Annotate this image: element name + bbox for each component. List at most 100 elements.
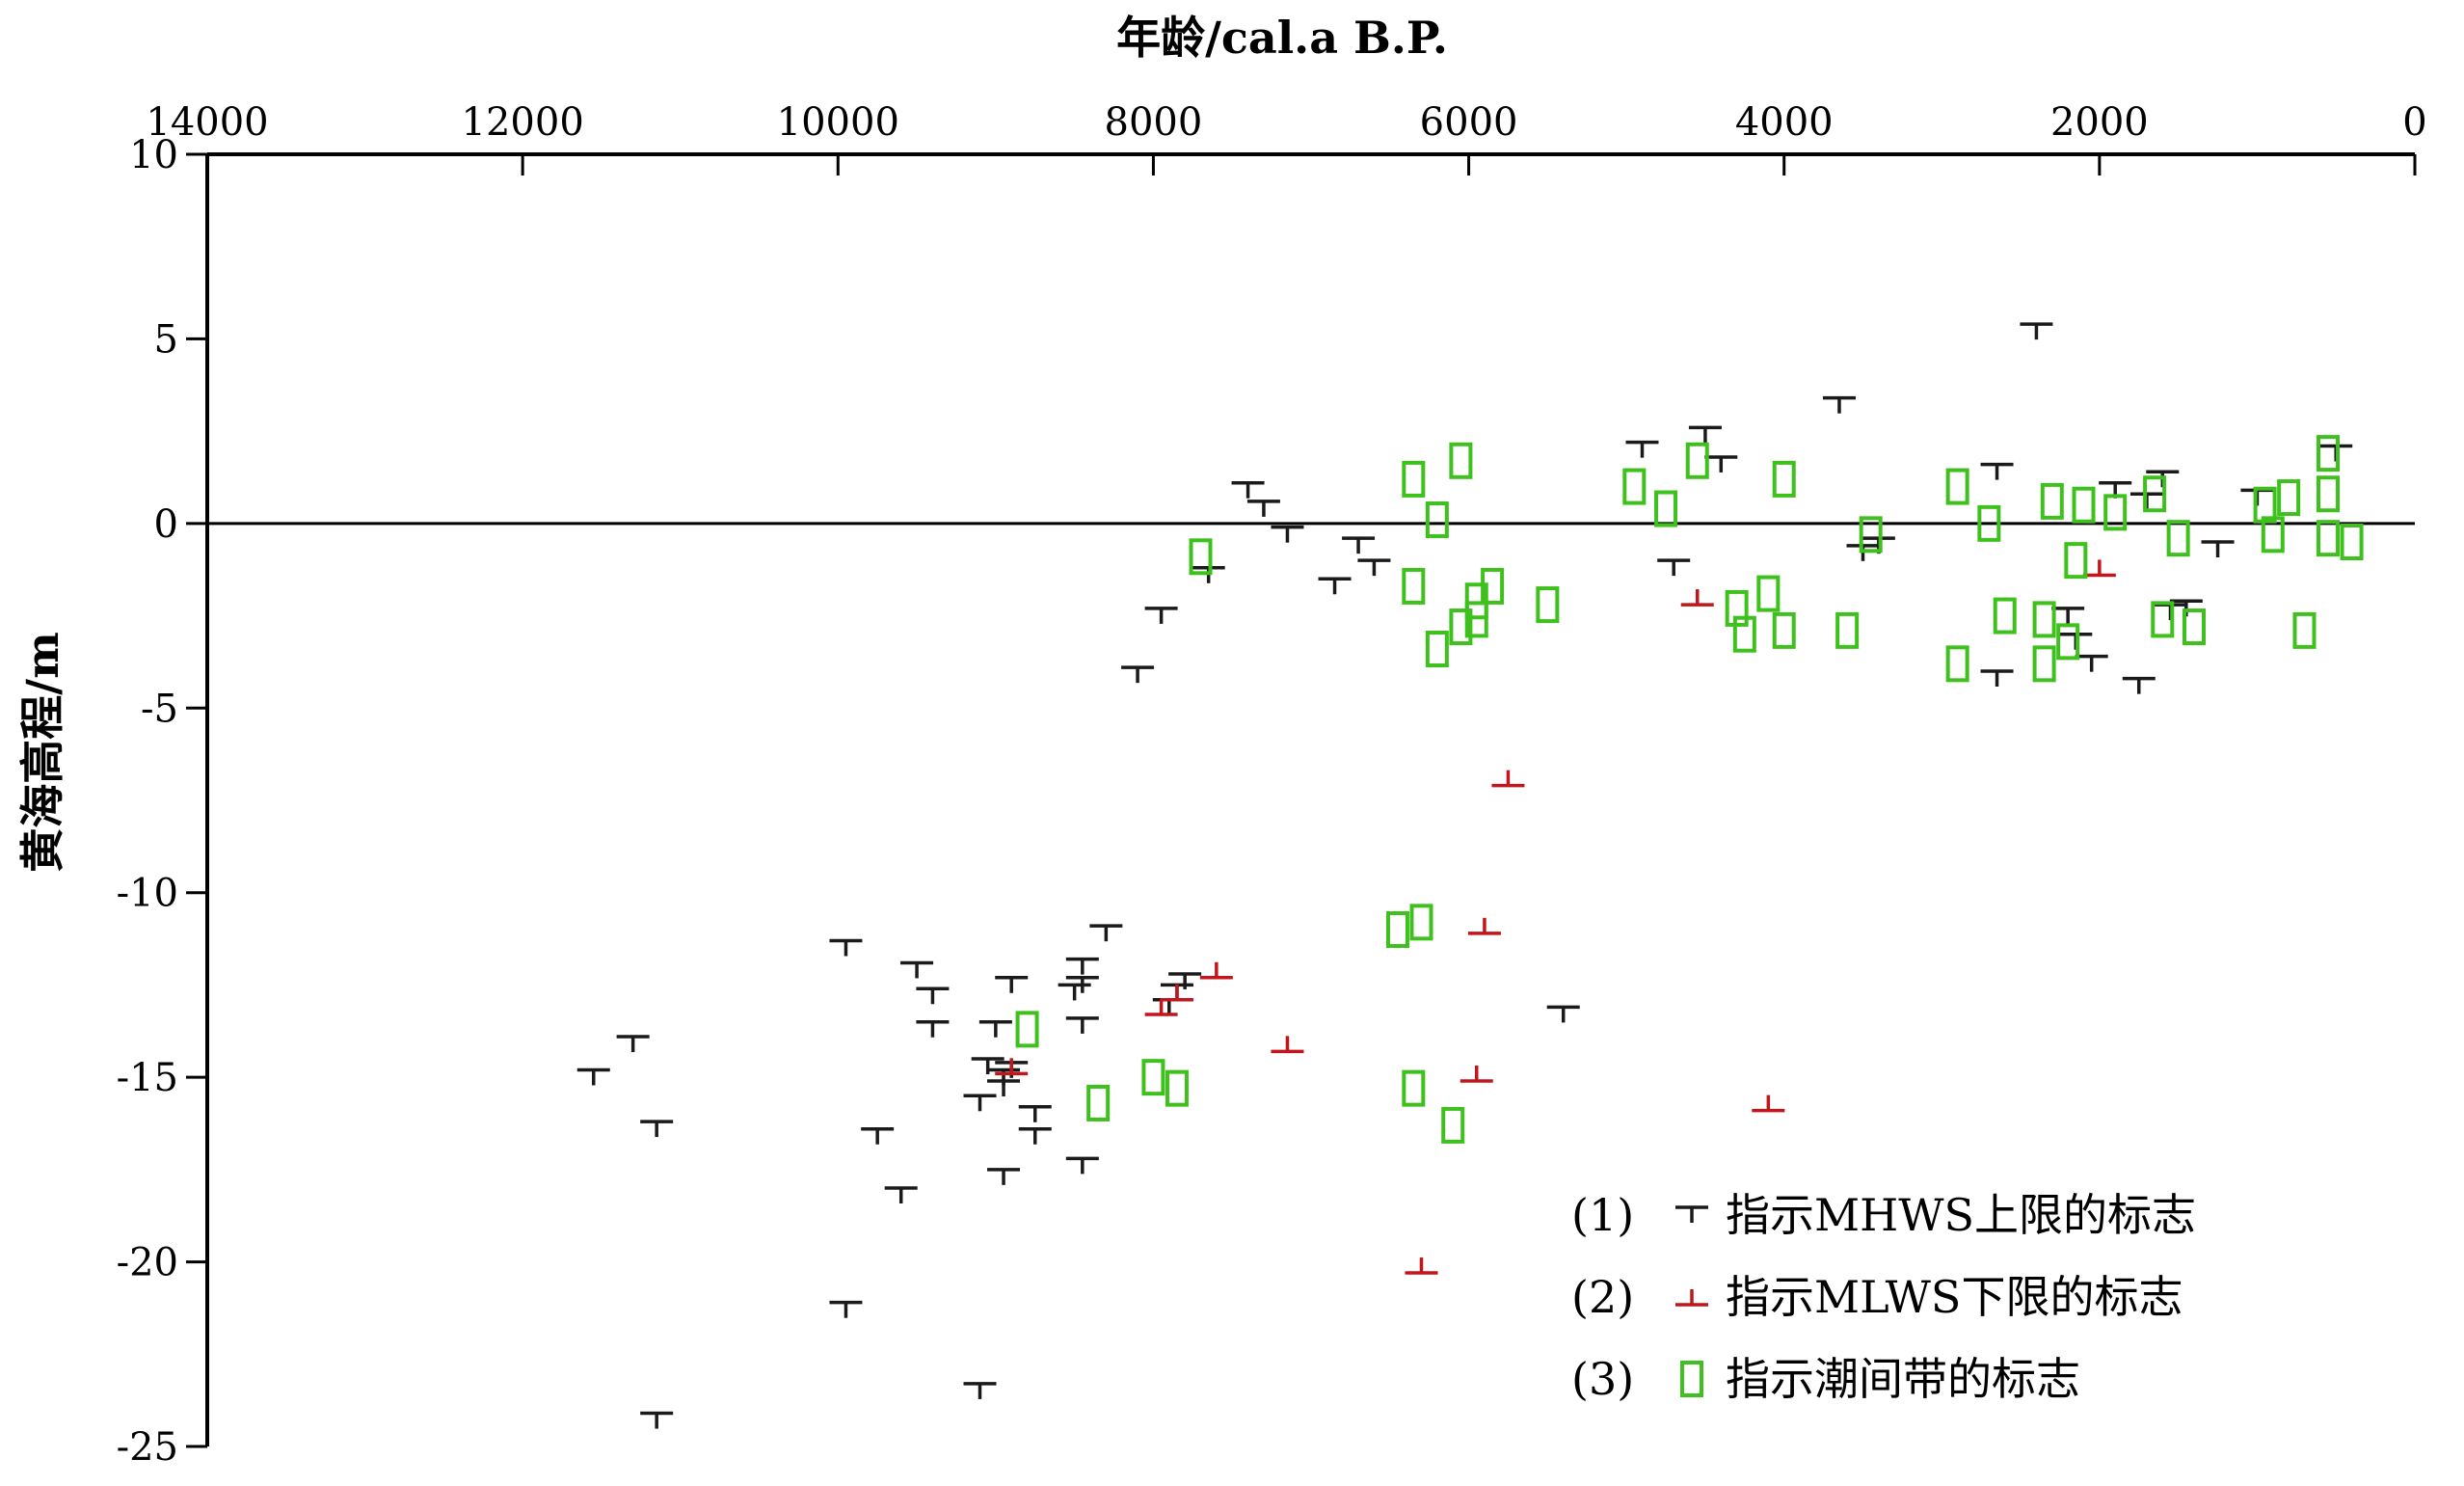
mlws-lower-marker [1271, 1036, 1304, 1054]
mhws-upper-marker [1231, 480, 1265, 499]
mhws-upper-marker [1065, 976, 1099, 993]
legend-symbol [1675, 1289, 1708, 1307]
mhws-upper-marker [1822, 395, 1856, 414]
intertidal-marker [1385, 911, 1409, 948]
mlws-lower-marker [1160, 984, 1193, 1002]
y-tick-label: -5 [141, 687, 178, 731]
intertidal-marker [2292, 611, 2317, 649]
mhws-upper-marker [829, 1300, 863, 1318]
y-tick-label: -20 [117, 1241, 178, 1285]
intertidal-marker [1425, 631, 1449, 668]
legend-number: (3) [1571, 1353, 1634, 1405]
intertidal-marker [1464, 582, 1488, 620]
intertidal-marker [1189, 538, 1213, 576]
mhws-upper-marker [1271, 525, 1304, 543]
mhws-upper-marker [1065, 957, 1099, 975]
mhws-upper-marker [916, 986, 950, 1005]
mhws-upper-marker [829, 938, 863, 957]
mlws-lower-marker [1752, 1094, 1785, 1113]
intertidal-marker [1772, 460, 1796, 498]
mhws-upper-marker [1625, 440, 1659, 458]
y-tick-label: 10 [129, 133, 178, 177]
intertidal-marker [1772, 611, 1796, 649]
intertidal-marker [1977, 504, 2001, 542]
intertidal-marker [1756, 575, 1781, 612]
mhws-upper-marker [576, 1067, 610, 1086]
mhws-upper-marker [995, 976, 1029, 993]
mhws-upper-marker [2075, 654, 2108, 672]
mhws-upper-marker [616, 1035, 650, 1053]
mhws-upper-marker [2122, 676, 2156, 694]
mlws-lower-marker [1491, 770, 1525, 788]
intertidal-marker [1945, 645, 1969, 683]
mhws-upper-marker [1058, 983, 1091, 1001]
intertidal-marker [2056, 623, 2080, 661]
intertidal-marker [1835, 611, 1860, 649]
mhws-upper-marker [1318, 577, 1352, 595]
intertidal-marker [2032, 645, 2056, 683]
legend-label: 指示MLWS下限的标志 [1726, 1271, 2183, 1323]
x-tick-label: 8000 [1105, 100, 1203, 145]
intertidal-marker [1402, 1069, 1426, 1107]
mhws-upper-marker [1065, 1156, 1099, 1175]
mhws-upper-marker [2051, 607, 2085, 624]
y-axis-title: 黄海高程/m [16, 632, 68, 872]
y-tick-label: 0 [154, 502, 178, 547]
intertidal-marker [1402, 460, 1426, 498]
intertidal-marker [1141, 1059, 1165, 1096]
x-tick-label: 2000 [2050, 100, 2149, 145]
mhws-upper-marker [1089, 924, 1123, 942]
intertidal-marker [1449, 442, 1473, 479]
y-tick-label: -25 [117, 1425, 178, 1470]
intertidal-marker [2151, 601, 2175, 638]
x-tick-label: 14000 [146, 100, 268, 145]
legend-item-mlws-lower-marker: (2) 指示MLWS下限的标志 [1571, 1271, 2183, 1323]
mhws-upper-marker [1546, 1005, 1580, 1023]
mhws-upper-marker [1018, 1126, 1052, 1145]
intertidal-marker [2064, 542, 2088, 580]
legend-label: 指示潮间带的标志 [1726, 1353, 2080, 1405]
intertidal-marker [1654, 490, 1678, 527]
mhws-upper-marker [1980, 462, 2014, 480]
intertidal-marker [2317, 475, 2341, 513]
intertidal-marker [2261, 516, 2285, 554]
mhws-upper-marker [2020, 322, 2053, 340]
legend-item-intertidal-marker: (3) 指示潮间带的标志 [1571, 1353, 2080, 1405]
mhws-upper-marker [987, 1079, 1021, 1096]
mlws-lower-marker [1680, 589, 1714, 607]
legend-label: 指示MHWS上限的标志 [1726, 1189, 2196, 1241]
mhws-upper-marker [1168, 972, 1202, 989]
intertidal-marker [2340, 524, 2364, 560]
intertidal-marker [1993, 597, 2017, 635]
intertidal-marker [1015, 1011, 1039, 1048]
intertidal-marker [2277, 479, 2301, 517]
y-tick-label: 5 [154, 317, 178, 362]
mhws-upper-marker [884, 1186, 918, 1203]
intertidal-marker [2317, 435, 2341, 473]
x-tick-label: 12000 [462, 100, 584, 145]
mlws-lower-marker [1199, 961, 1233, 980]
mhws-upper-marker [640, 1411, 674, 1429]
x-tick-label: 4000 [1735, 100, 1834, 145]
mhws-upper-marker [1980, 669, 2014, 687]
mhws-upper-marker [1018, 1105, 1052, 1122]
y-tick-label: -10 [117, 872, 178, 916]
legend-item-mhws-upper-marker: (1) 指示MHWS上限的标志 [1571, 1189, 2196, 1241]
x-tick-label: 0 [2402, 100, 2426, 145]
intertidal-marker [2166, 520, 2190, 557]
intertidal-marker [2032, 601, 2056, 638]
mlws-lower-marker [1467, 917, 1501, 935]
mhws-upper-marker [1144, 607, 1178, 624]
intertidal-marker [2040, 482, 2064, 520]
intertidal-marker [1441, 1106, 1465, 1144]
intertidal-marker [1859, 516, 1883, 554]
mhws-upper-marker [1657, 558, 1691, 577]
legend-number: (2) [1571, 1271, 1634, 1323]
intertidal-marker [1732, 615, 1756, 653]
intertidal-marker [1086, 1084, 1111, 1121]
x-axis-title: 年龄/cal.a B.P. [1116, 12, 1448, 64]
intertidal-marker [2317, 520, 2341, 557]
mlws-lower-marker [1460, 1065, 1493, 1083]
intertidal-marker [2103, 494, 2128, 531]
